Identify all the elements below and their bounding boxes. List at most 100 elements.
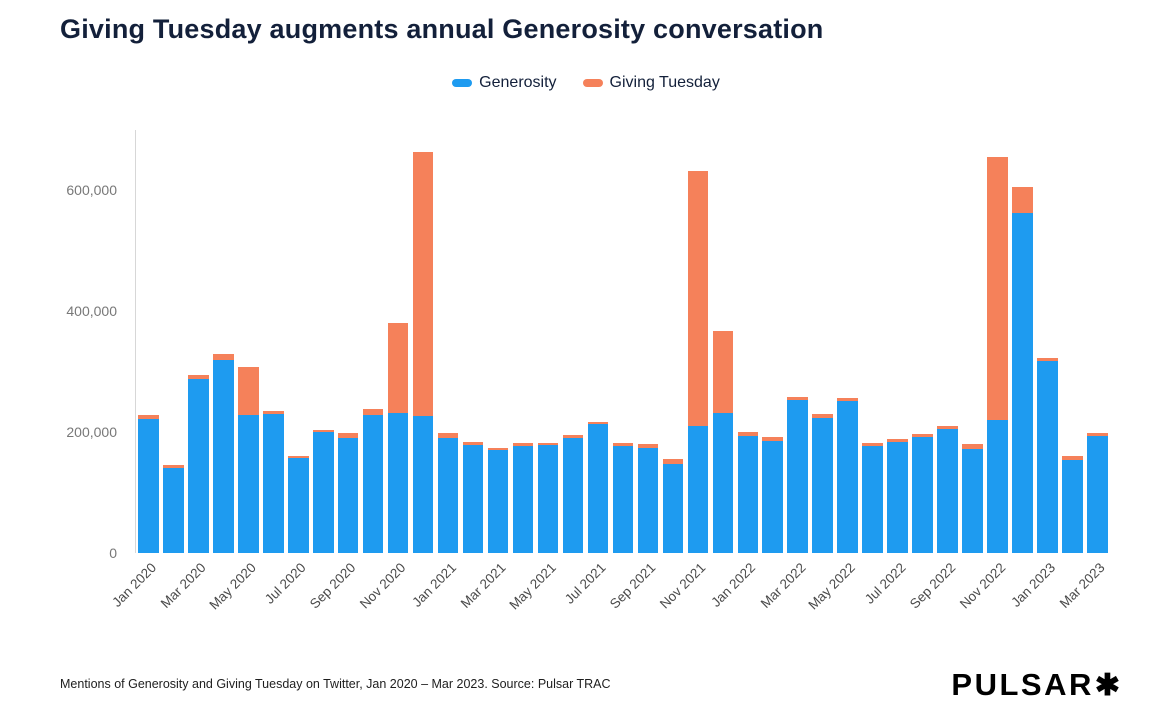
bar-segment-generosity (313, 432, 334, 553)
bar-segment-generosity (962, 449, 983, 553)
bar-segment-giving-tuesday (562, 435, 584, 439)
stacked-bar (612, 130, 634, 553)
bar-slot: Jul 2022 (861, 130, 910, 607)
bar-segment-giving-tuesday (263, 411, 284, 415)
bar-segment-generosity (1012, 213, 1033, 553)
bar-segment-giving-tuesday (338, 433, 359, 438)
stacked-bar (288, 130, 309, 553)
bar-slot (1060, 130, 1085, 553)
bar-slot (361, 130, 386, 553)
stacked-bar (712, 130, 733, 553)
x-tick-label: Jan 2020 (109, 560, 160, 610)
stacked-bar (338, 130, 359, 553)
bar-segment-giving-tuesday (537, 443, 559, 446)
stacked-bar (537, 130, 559, 553)
bar-segment-generosity (138, 418, 159, 553)
legend-swatch-generosity (452, 79, 473, 87)
pulsar-logo-text: PULSAR (951, 667, 1094, 702)
bar-segment-giving-tuesday (288, 456, 309, 459)
bar-slot (610, 130, 635, 553)
y-axis: 0 200,000 400,000 600,000 (0, 130, 127, 561)
x-tick-label: Mar 2020 (158, 560, 210, 611)
stacked-bar (687, 130, 709, 553)
bar-segment-giving-tuesday (787, 397, 808, 400)
stacked-bar (512, 130, 534, 553)
bar-segment-generosity (762, 440, 783, 553)
bar-segment-generosity (662, 464, 684, 553)
chart-title: Giving Tuesday augments annual Generosit… (60, 14, 824, 44)
bar-segment-generosity (587, 423, 609, 553)
bar-segment-generosity (987, 420, 1008, 553)
bar-segment-generosity (362, 414, 384, 553)
legend-item-generosity: Generosity (452, 74, 557, 92)
bar-slot: Jan 2022 (708, 130, 760, 610)
x-tick-label: Sep 2020 (307, 560, 359, 612)
stacked-bar (912, 130, 933, 553)
bar-slot (560, 130, 585, 553)
bar-segment-generosity (912, 436, 933, 553)
bar-slot (461, 130, 486, 553)
bar-segment-generosity (338, 437, 359, 553)
stacked-bar (387, 130, 409, 553)
x-tick-label: Jan 2021 (408, 560, 459, 610)
bar-slot (1010, 130, 1035, 553)
bars: Jan 2020 Mar 2020 May 2020 Jul 2020 Sep 2020… (109, 130, 1110, 613)
bar-segment-generosity (238, 415, 259, 553)
bar-segment-giving-tuesday (712, 330, 733, 413)
bar-segment-generosity (887, 442, 908, 553)
stacked-bar (362, 130, 384, 553)
bar-segment-generosity (462, 444, 484, 553)
bar-segment-giving-tuesday (362, 409, 384, 415)
bar-segment-giving-tuesday (1012, 187, 1033, 214)
bar-segment-giving-tuesday (987, 157, 1008, 421)
x-tick-label: Nov 2021 (656, 560, 709, 612)
bar-slot: Mar 2021 (458, 130, 511, 611)
bar-segment-generosity (263, 414, 284, 553)
x-tick-label: Mar 2023 (1056, 560, 1108, 611)
y-tick-label: 200,000 (66, 424, 117, 441)
bar-slot (311, 130, 336, 553)
legend-label-generosity: Generosity (479, 74, 557, 91)
bar-segment-generosity (163, 468, 184, 553)
bar-segment-generosity (812, 417, 833, 553)
x-tick-label: May 2020 (206, 560, 259, 613)
bar-segment-giving-tuesday (937, 426, 958, 430)
bar-segment-generosity (837, 400, 858, 553)
bar-slot: May 2022 (806, 130, 860, 613)
bar-segment-generosity (937, 429, 958, 553)
bar-slot (960, 130, 985, 553)
bar-segment-giving-tuesday (163, 465, 184, 469)
bar-segment-giving-tuesday (887, 439, 908, 443)
x-tick-label: Jul 2022 (861, 560, 909, 607)
bar-slot (660, 130, 685, 553)
stacked-bar (1062, 130, 1083, 553)
bar-slot (710, 130, 735, 553)
bar-slot: Nov 2021 (657, 130, 710, 611)
bar-slot: Jan 2023 (1008, 130, 1060, 610)
bar-segment-giving-tuesday (812, 414, 833, 418)
bar-segment-generosity (612, 446, 634, 553)
stacked-bar (1037, 130, 1058, 553)
bar-slot: Jul 2021 (562, 130, 610, 607)
bar-slot: Nov 2020 (357, 130, 411, 611)
stacked-bar (462, 130, 484, 553)
legend-item-giving-tuesday: Giving Tuesday (582, 74, 720, 92)
x-tick-label: Jul 2020 (262, 560, 309, 607)
bar-segment-generosity (737, 435, 758, 553)
bar-segment-giving-tuesday (188, 374, 209, 379)
stacked-bar (163, 130, 184, 553)
bar-slot (910, 130, 935, 553)
x-tick-label: Nov 2022 (956, 560, 1009, 612)
bar-slot (810, 130, 835, 553)
bar-slot (511, 130, 536, 553)
y-tick-label: 0 (109, 545, 117, 561)
bar-segment-generosity (487, 450, 509, 553)
bar-segment-generosity (537, 445, 559, 553)
bar-segment-generosity (787, 399, 808, 553)
bar-slot: Mar 2023 (1057, 130, 1110, 611)
stacked-bar (787, 130, 808, 553)
legend-label-giving-tuesday: Giving Tuesday (609, 74, 720, 91)
bar-segment-generosity (637, 447, 659, 553)
bar-slot (760, 130, 785, 553)
bar-slot (161, 130, 186, 553)
